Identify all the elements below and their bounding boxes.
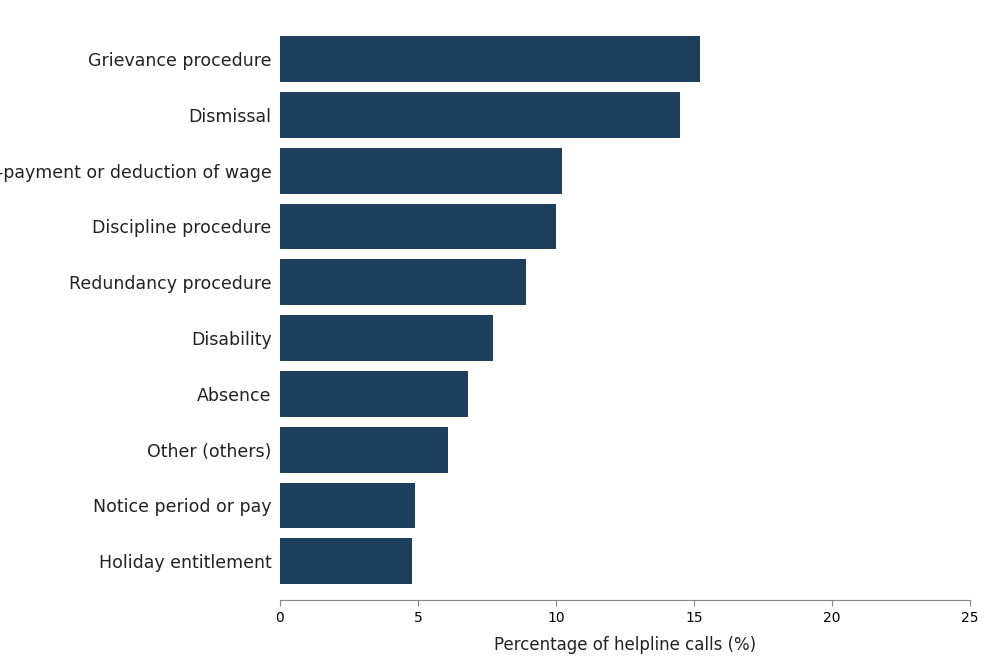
Bar [280, 538, 412, 584]
Bar [280, 482, 415, 528]
Bar [280, 148, 562, 193]
Bar [280, 92, 680, 138]
X-axis label: Percentage of helpline calls (%): Percentage of helpline calls (%) [494, 636, 756, 654]
Bar [280, 427, 448, 472]
Bar [280, 259, 526, 305]
Bar [280, 315, 493, 361]
Bar [280, 203, 556, 249]
Bar [280, 36, 700, 82]
Bar [280, 371, 468, 417]
